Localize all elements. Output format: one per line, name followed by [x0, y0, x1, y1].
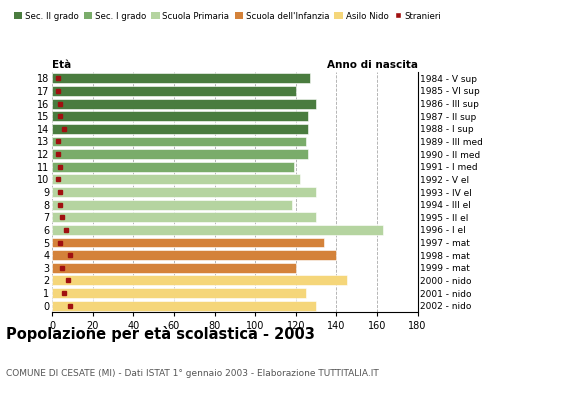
Bar — [52, 200, 292, 210]
Legend: Sec. II grado, Sec. I grado, Scuola Primaria, Scuola dell'Infanzia, Asilo Nido, : Sec. II grado, Sec. I grado, Scuola Prim… — [10, 8, 445, 24]
Text: Età: Età — [52, 60, 71, 70]
Bar — [52, 149, 308, 159]
Bar — [52, 301, 316, 311]
Text: Anno di nascita: Anno di nascita — [327, 60, 418, 70]
Bar — [52, 124, 308, 134]
Bar — [52, 162, 293, 172]
Bar — [52, 225, 383, 235]
Bar — [52, 212, 316, 222]
Text: Popolazione per età scolastica - 2003: Popolazione per età scolastica - 2003 — [6, 326, 315, 342]
Bar — [52, 263, 296, 273]
Bar — [52, 86, 296, 96]
Bar — [52, 174, 300, 184]
Bar — [52, 73, 310, 83]
Bar — [52, 136, 306, 146]
Bar — [52, 276, 346, 285]
Bar — [52, 187, 316, 197]
Bar — [52, 250, 336, 260]
Bar — [52, 238, 324, 248]
Text: COMUNE DI CESATE (MI) - Dati ISTAT 1° gennaio 2003 - Elaborazione TUTTITALIA.IT: COMUNE DI CESATE (MI) - Dati ISTAT 1° ge… — [6, 369, 379, 378]
Bar — [52, 99, 316, 108]
Bar — [52, 111, 308, 121]
Bar — [52, 288, 306, 298]
